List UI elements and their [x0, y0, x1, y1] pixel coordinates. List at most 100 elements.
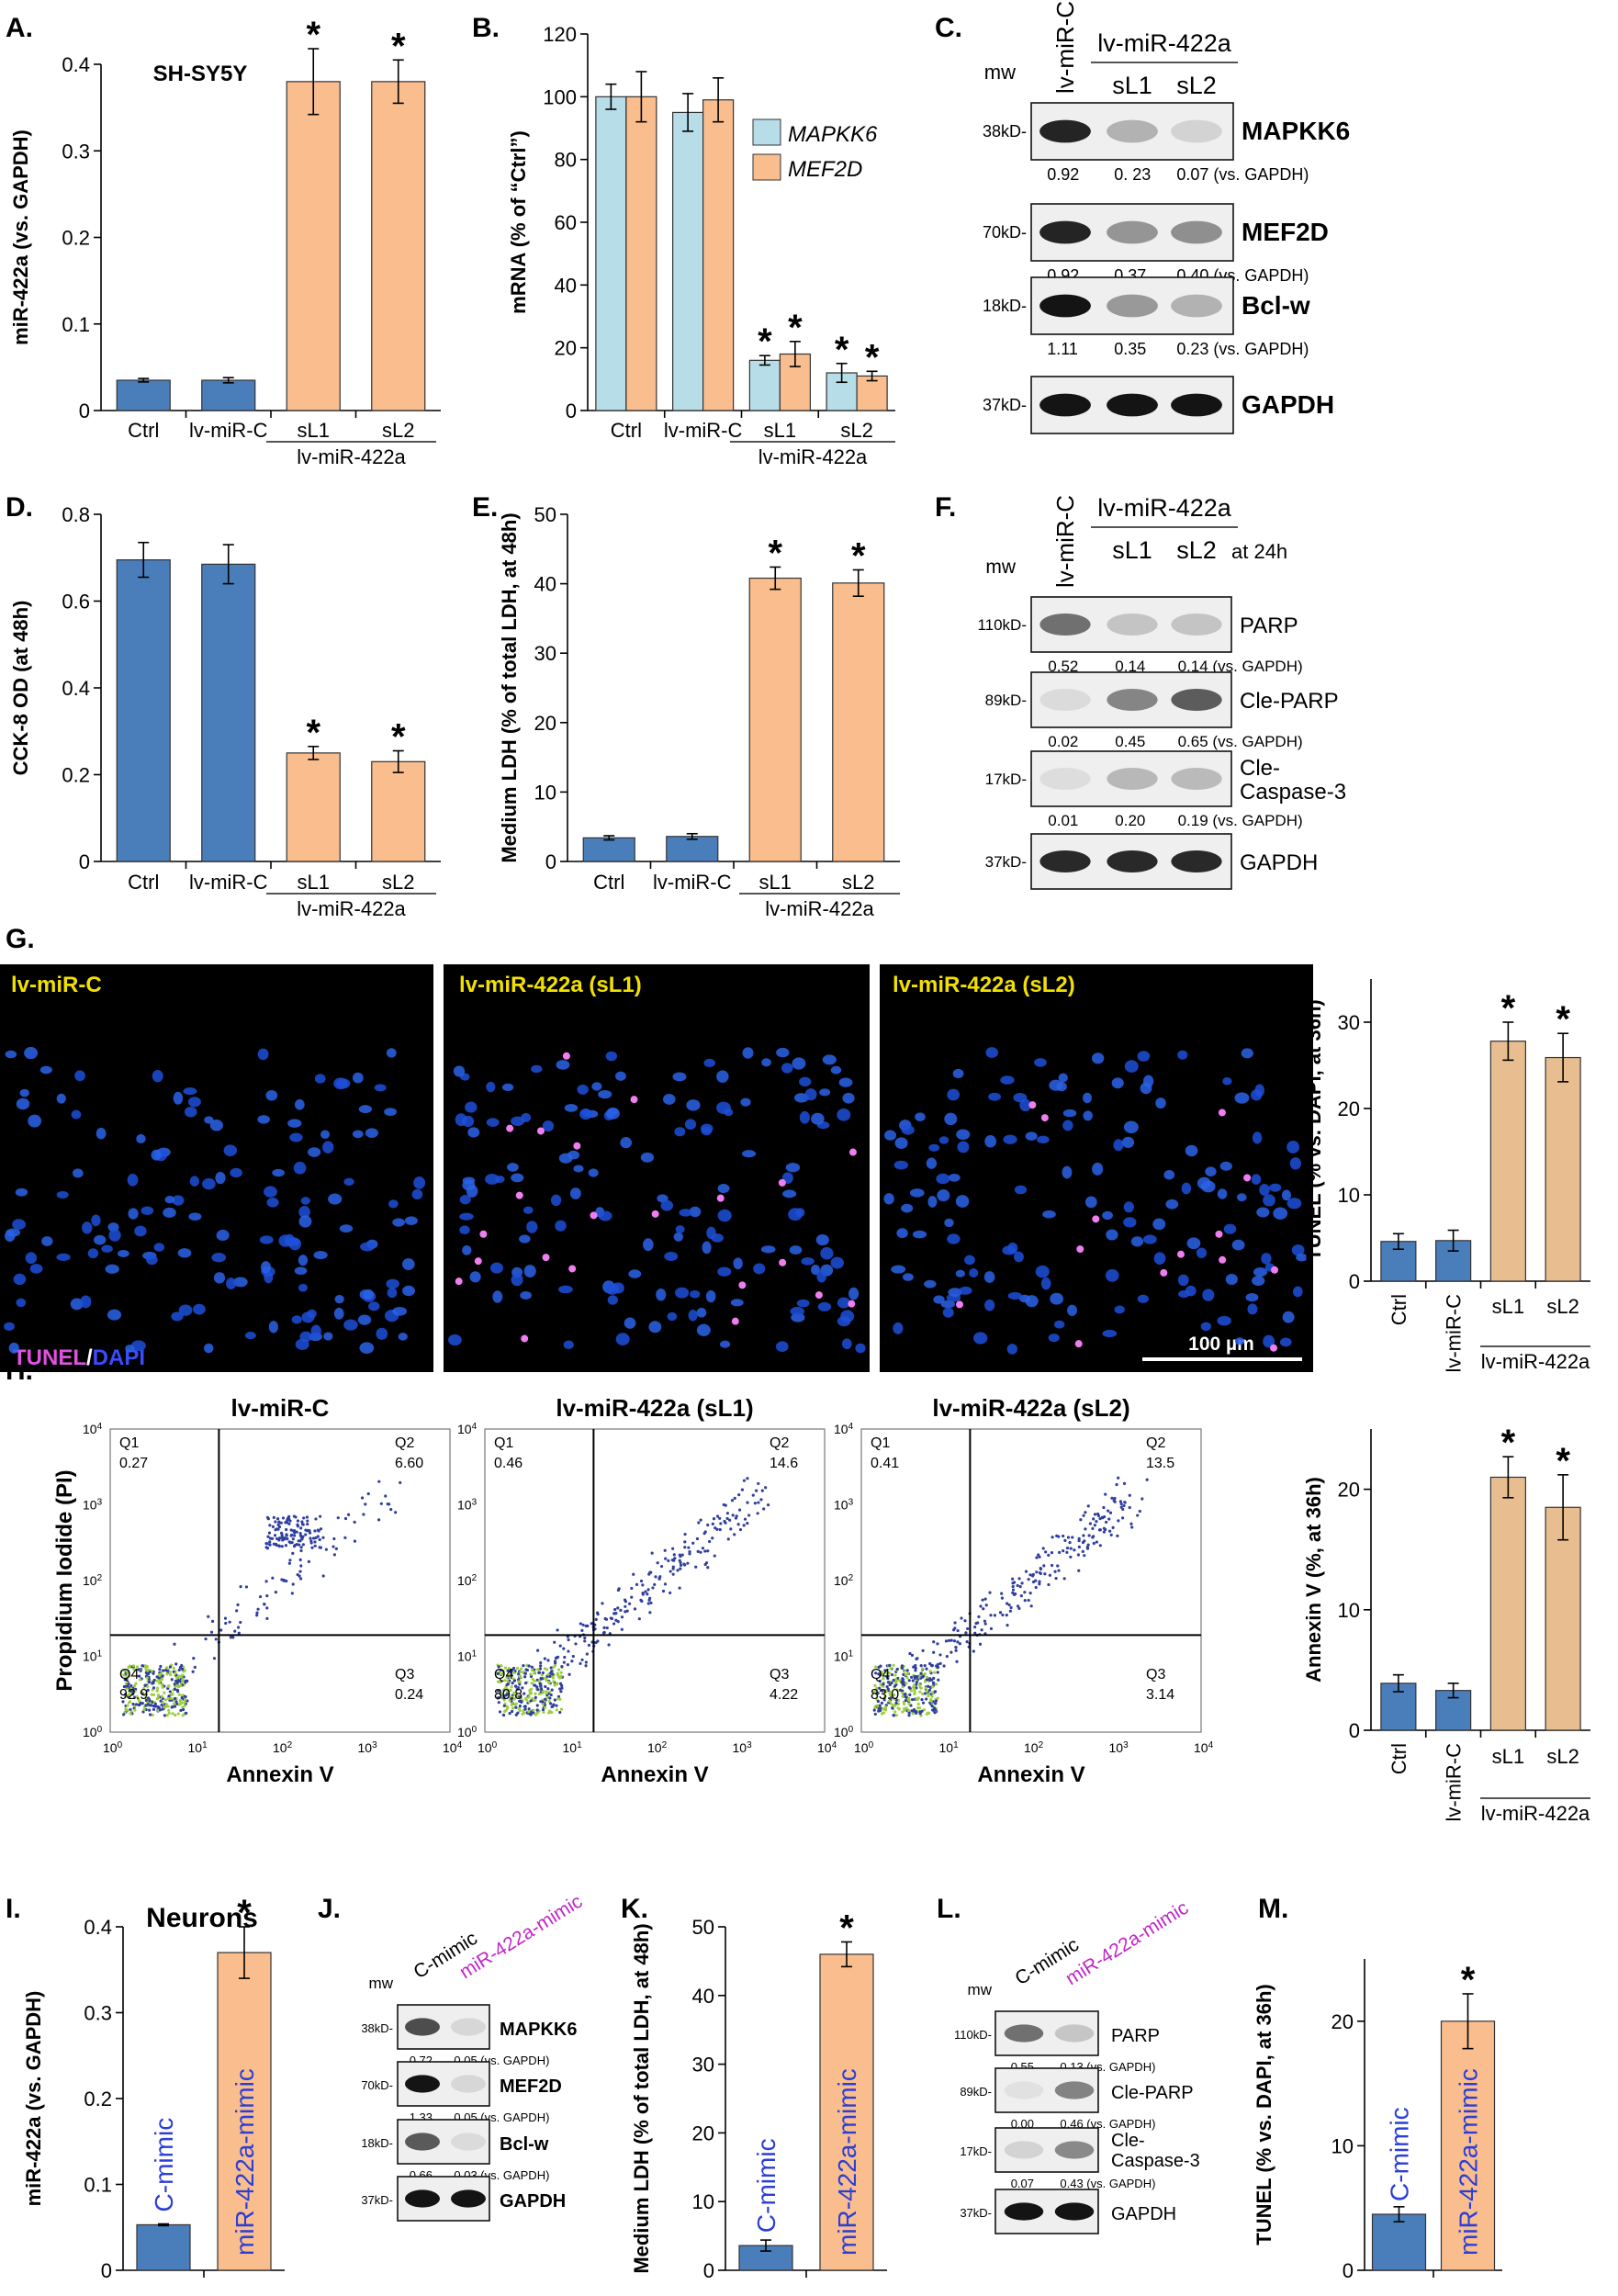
event-dot: [265, 1547, 270, 1550]
dapi-nucleus: [690, 1289, 701, 1299]
event-dot: [707, 1539, 712, 1544]
event-dot: [181, 1677, 185, 1681]
event-dot: [170, 1678, 174, 1682]
event-dot: [239, 1585, 242, 1589]
event-dot: [1087, 1534, 1091, 1537]
dapi-nucleus: [188, 1212, 202, 1221]
event-dot: [1145, 1478, 1149, 1481]
event-dot: [1041, 1547, 1045, 1550]
event-dot: [518, 1674, 522, 1679]
event-dot: [734, 1516, 738, 1520]
event-dot: [883, 1705, 888, 1709]
event-dot: [131, 1702, 135, 1706]
event-dot: [878, 1708, 882, 1713]
dapi-nucleus: [1102, 1210, 1113, 1221]
event-dot: [523, 1671, 527, 1675]
event-dot: [152, 1705, 155, 1708]
blot-row-gapdh: 37kD- GAPDH: [361, 2176, 566, 2222]
event-dot: [981, 1598, 984, 1602]
event-dot: [686, 1561, 690, 1565]
event-dot: [277, 1521, 281, 1525]
blot-band: [1054, 2141, 1095, 2159]
blot-row-bcl-w: 18kD- Bcl-w0.66 0.03 (vs. GAPDH): [361, 2119, 549, 2182]
y-tick-label: 102: [83, 1573, 103, 1589]
event-dot: [922, 1708, 927, 1712]
event-dot: [527, 1664, 531, 1668]
dapi-nucleus: [1006, 1344, 1017, 1355]
y-tick-label: 0.4: [62, 677, 90, 700]
event-dot: [888, 1671, 892, 1675]
dapi-nucleus: [130, 1340, 146, 1352]
event-dot: [275, 1536, 279, 1540]
bar-ctrl: [116, 559, 171, 862]
event-dot: [903, 1670, 906, 1673]
event-dot: [543, 1697, 547, 1701]
event-dot: [1098, 1516, 1102, 1521]
event-dot: [602, 1626, 606, 1629]
event-dot: [534, 1692, 537, 1695]
event-dot: [318, 1537, 321, 1542]
event-dot: [147, 1680, 152, 1683]
legend-swatch-mapkk6: [752, 118, 781, 146]
dapi-nucleus: [462, 1115, 475, 1128]
event-dot: [332, 1553, 336, 1557]
y-tick-label: 104: [457, 1422, 478, 1437]
bar-lv-mir-c-mef2d: [702, 99, 735, 411]
event-dot: [159, 1664, 163, 1669]
dapi-nucleus: [294, 1266, 308, 1276]
event-dot: [889, 1702, 893, 1705]
event-dot: [523, 1682, 528, 1685]
event-dot: [691, 1541, 695, 1545]
dapi-nucleus: [298, 1215, 312, 1228]
event-dot: [571, 1654, 575, 1659]
event-dot: [913, 1689, 916, 1694]
blot-band: [1039, 119, 1091, 143]
event-dot: [1054, 1576, 1058, 1581]
tunel-positive-nucleus: [651, 1210, 659, 1218]
event-dot: [522, 1711, 526, 1715]
event-dot: [580, 1658, 584, 1661]
quadrant-name: Q2: [770, 1435, 789, 1451]
dapi-nucleus: [1062, 1109, 1077, 1118]
panel-label-f: F.: [935, 492, 956, 523]
dapi-nucleus: [1196, 1247, 1208, 1258]
event-dot: [173, 1687, 177, 1691]
event-dot: [683, 1540, 687, 1544]
dapi-nucleus: [1200, 1322, 1211, 1332]
group-label: lv-miR-422a: [297, 445, 406, 468]
event-dot: [881, 1689, 884, 1693]
dapi-nucleus: [742, 1150, 757, 1158]
event-dot: [517, 1678, 521, 1682]
event-dot: [671, 1547, 675, 1550]
y-tick-label: 0.4: [62, 53, 90, 76]
significance-star: *: [1461, 1960, 1476, 2000]
dapi-nucleus: [956, 1129, 971, 1141]
dapi-nucleus: [948, 1173, 961, 1182]
dapi-nucleus: [830, 1065, 842, 1075]
y-tick-exponent: 0: [97, 1725, 103, 1735]
y-tick-exponent: 1: [472, 1649, 478, 1659]
event-dot: [298, 1532, 302, 1536]
quadrant-name: Q2: [395, 1435, 414, 1451]
event-dot: [1128, 1505, 1131, 1510]
event-dot: [265, 1594, 269, 1598]
event-dot: [1117, 1476, 1120, 1480]
event-dot: [663, 1548, 667, 1552]
flow-x-axis-label: Annexin V: [977, 1762, 1084, 1787]
y-tick-label: 0.6: [62, 591, 90, 613]
tunel-positive-nucleus: [716, 1194, 725, 1202]
dapi-nucleus: [257, 1115, 270, 1124]
event-dot: [165, 1714, 169, 1717]
event-dot: [182, 1707, 185, 1712]
dapi-nucleus: [6, 1228, 21, 1237]
event-dot: [1053, 1570, 1057, 1573]
event-dot: [907, 1698, 911, 1702]
event-dot: [237, 1626, 241, 1629]
event-dot: [268, 1540, 272, 1544]
y-tick-label: 101: [457, 1649, 478, 1664]
event-dot: [926, 1711, 930, 1715]
dapi-nucleus: [1083, 1110, 1093, 1121]
y-tick-label: 120: [543, 23, 577, 46]
protein-label: PARP: [1240, 613, 1298, 638]
